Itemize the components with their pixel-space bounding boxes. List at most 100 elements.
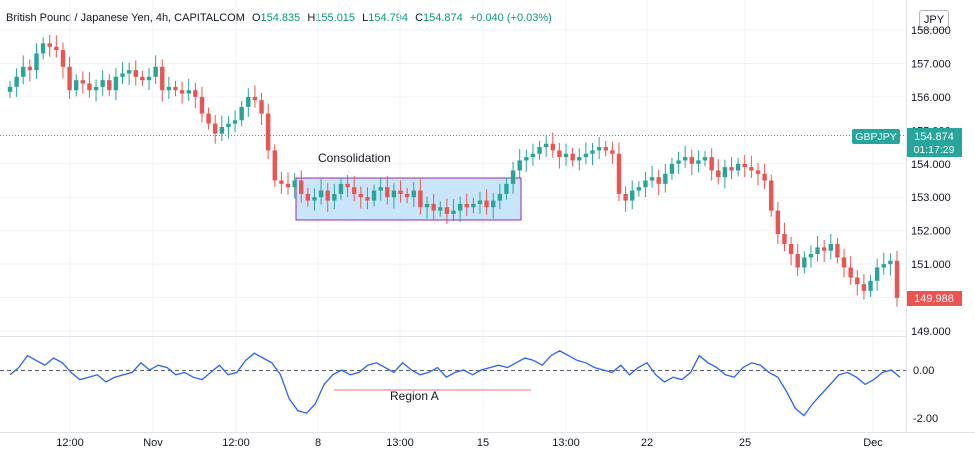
candle — [682, 145, 688, 168]
chart-header: British Pound / Japanese Yen, 4h, CAPITA… — [6, 12, 552, 24]
candle — [67, 56, 72, 99]
low-label: L — [362, 12, 369, 24]
price-tick-label: 153.000 — [911, 192, 951, 204]
candle — [60, 42, 66, 79]
candle — [21, 55, 26, 85]
candle — [418, 179, 423, 215]
candle — [451, 199, 456, 222]
time-tick-label: 13:00 — [386, 437, 414, 449]
candle — [265, 103, 271, 160]
open-label: O — [251, 12, 261, 24]
candle — [133, 60, 138, 86]
candle — [279, 171, 284, 194]
candle — [815, 236, 820, 262]
candle — [821, 240, 827, 263]
last-price-text: 149.988 — [914, 293, 954, 305]
symbol-tag-text: GBPJPY — [855, 131, 896, 143]
candle — [358, 186, 364, 209]
candle — [755, 163, 761, 186]
candle — [749, 155, 754, 178]
candle — [153, 55, 158, 85]
candle — [219, 115, 225, 142]
candle — [762, 163, 767, 190]
change-value: +0.040 (+0.03%) — [469, 12, 552, 24]
candles — [7, 34, 900, 307]
candle — [100, 70, 105, 96]
candle — [371, 184, 377, 207]
candle — [160, 59, 165, 102]
candle — [213, 114, 218, 144]
candle — [471, 197, 476, 214]
candle — [788, 236, 794, 266]
candle — [299, 170, 304, 203]
high-value: 155.015 — [315, 12, 356, 24]
candle — [491, 193, 496, 219]
candle — [259, 92, 264, 125]
candle — [636, 181, 642, 197]
candle — [570, 147, 575, 167]
candle — [431, 193, 436, 220]
time-tick-label: 8 — [315, 437, 321, 449]
candle — [206, 107, 211, 130]
candle — [590, 143, 595, 166]
candle — [649, 165, 655, 188]
time-tick-label: 25 — [739, 437, 751, 449]
candle — [530, 143, 536, 166]
candle — [27, 59, 33, 82]
candle — [643, 171, 648, 198]
candle — [484, 189, 489, 215]
candle — [735, 157, 741, 177]
current-price-text: 154.874 — [914, 131, 954, 143]
candle — [543, 135, 549, 158]
last-price-badge — [907, 291, 962, 306]
candle — [272, 144, 277, 187]
candle — [14, 68, 19, 97]
candle — [107, 74, 112, 97]
candle — [669, 157, 675, 180]
price-tick-label: 154.000 — [911, 159, 951, 171]
price-tick-label: 151.000 — [911, 259, 951, 271]
candle — [874, 258, 880, 291]
candle — [73, 74, 79, 97]
candle — [696, 150, 701, 173]
candle — [510, 161, 516, 194]
candle — [438, 201, 443, 217]
current-price-badge — [907, 128, 962, 157]
candle — [855, 270, 860, 296]
candle — [47, 34, 52, 57]
oscillator-line — [9, 350, 901, 417]
candle — [676, 151, 681, 174]
currency-button[interactable]: JPY — [919, 10, 949, 30]
candle — [312, 188, 317, 211]
candle — [769, 174, 774, 217]
candle — [232, 110, 238, 133]
candle — [292, 173, 297, 199]
candle — [888, 253, 893, 276]
candle — [808, 245, 814, 268]
candle — [550, 132, 555, 158]
candle — [318, 179, 324, 205]
candle — [246, 88, 251, 117]
candle — [623, 186, 628, 212]
candle — [146, 68, 152, 91]
candle — [616, 142, 622, 202]
price-tick-label: 149.000 — [911, 326, 951, 338]
candle — [603, 141, 608, 157]
candle — [345, 175, 350, 198]
candle — [332, 183, 337, 210]
candle — [729, 157, 734, 180]
candle — [828, 234, 834, 260]
candle — [894, 250, 900, 307]
candle — [848, 256, 853, 285]
close-label: C — [415, 12, 424, 24]
candle — [40, 37, 46, 60]
candle — [504, 177, 509, 200]
candle — [610, 141, 615, 164]
candle — [404, 187, 410, 204]
candle — [517, 149, 522, 178]
oscillator-tick-label: 0.00 — [913, 365, 934, 377]
open-value: 154.835 — [260, 12, 301, 24]
candle — [497, 183, 503, 210]
candle — [166, 76, 172, 99]
